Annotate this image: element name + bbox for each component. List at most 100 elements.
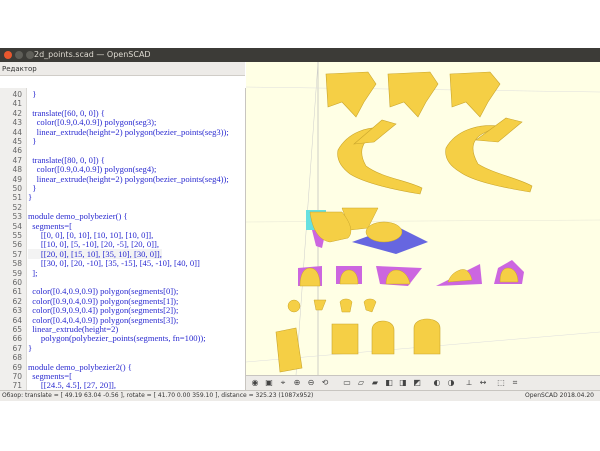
- line-number: 40: [12, 90, 22, 99]
- line-number: 64: [12, 315, 22, 325]
- code-line[interactable]: color([0.4,0.4,0.9]) polygon(segments[3]…: [28, 314, 179, 325]
- line-number: 57: [12, 249, 22, 259]
- small-shape: [363, 298, 377, 313]
- polybezier-shape: [299, 267, 321, 287]
- show-axes-icon[interactable]: ⟂: [466, 378, 472, 387]
- small-shape: [313, 299, 327, 311]
- editor-panel-header: Редактор: [0, 62, 245, 76]
- line-number: 60: [12, 278, 22, 287]
- code-line[interactable]: linear_extrude(height=2) polygon(bezier_…: [28, 173, 229, 184]
- view-bottom-icon[interactable]: ▰: [371, 378, 379, 387]
- viewport-status: Обзор: translate = [ 49.19 63.04 -0.56 ]…: [2, 392, 314, 399]
- zoom-out-icon[interactable]: ⊖: [307, 378, 315, 387]
- show-scale-icon[interactable]: ↔: [479, 378, 487, 387]
- line-number: 56: [12, 240, 22, 250]
- code-line[interactable]: linear_extrude(height=2) polygon(bezier_…: [28, 126, 229, 137]
- code-line[interactable]: color([0.9,0.9,0.4]) polygon(segments[2]…: [28, 305, 179, 316]
- code-line[interactable]: linear_extrude(height=2): [28, 324, 119, 334]
- code-line[interactable]: }: [28, 136, 37, 146]
- status-bar: Обзор: translate = [ 49.19 63.04 -0.56 ]…: [0, 390, 600, 401]
- render-icon[interactable]: ▣: [265, 378, 273, 387]
- small-shape: [339, 298, 353, 313]
- code-line[interactable]: translate([60, 0, 0]) {: [28, 107, 105, 118]
- code-line[interactable]: color([0.9,0.4,0.9]) polygon(seg4);: [28, 164, 157, 175]
- line-number: 68: [12, 353, 22, 363]
- line-number: 66: [12, 334, 22, 344]
- code-line[interactable]: color([0.9,0.4,0.9]) polygon(seg3);: [28, 117, 157, 128]
- line-number-gutter: [0, 88, 27, 390]
- extruded-bezier-shape: [449, 71, 501, 118]
- line-number: 48: [12, 165, 22, 175]
- zoom-in-icon[interactable]: ⊕: [293, 378, 301, 387]
- reset-view-icon[interactable]: ⟲: [321, 378, 329, 387]
- code-line[interactable]: color([0.4,0.9,0.9]) polygon(segments[0]…: [28, 286, 179, 297]
- code-line[interactable]: segments=[: [28, 371, 72, 381]
- 3d-viewport[interactable]: [246, 62, 600, 375]
- code-line[interactable]: polygon(polybezier_points(segments, fn=1…: [28, 333, 206, 344]
- show-edges-icon[interactable]: ⬚: [497, 378, 505, 387]
- code-line[interactable]: [[10, 0], [5, -10], [20, -5], [20, 0]],: [28, 239, 160, 250]
- window-title: 2d_points.scad — OpenSCAD: [34, 50, 151, 59]
- maximize-window-button[interactable]: [26, 51, 34, 59]
- extruded-bezier-shape: [475, 117, 523, 143]
- polybezier-shape: [309, 211, 352, 243]
- line-number: 46: [12, 146, 22, 156]
- orthogonal-icon[interactable]: ◑: [447, 378, 455, 387]
- code-line[interactable]: [[0, 0], [0, 10], [10, 10], [10, 0]],: [28, 230, 154, 240]
- extruded-bezier-shape: [353, 119, 397, 145]
- code-line[interactable]: }: [28, 89, 37, 99]
- line-number: 55: [12, 231, 22, 240]
- polybezier-shape: [499, 267, 519, 283]
- polybezier-shape: [385, 269, 411, 285]
- extruded-block: [371, 320, 395, 355]
- view-front-icon[interactable]: ◨: [399, 378, 407, 387]
- line-number: 47: [12, 155, 22, 165]
- title-bar: 2d_points.scad — OpenSCAD: [0, 48, 600, 62]
- line-number: 42: [12, 108, 22, 118]
- code-line[interactable]: segments=[: [28, 220, 72, 231]
- extruded-block: [275, 327, 303, 373]
- code-line[interactable]: module demo_polybezier() {: [28, 211, 128, 222]
- wireframe-icon[interactable]: ⌗: [512, 378, 518, 387]
- viewport-render: [246, 62, 600, 375]
- line-number: 49: [12, 174, 22, 184]
- code-line[interactable]: module demo_polybezier2() {: [28, 361, 132, 372]
- view-back-icon[interactable]: ◩: [413, 378, 421, 387]
- line-number: 71: [12, 381, 22, 390]
- minimize-window-button[interactable]: [15, 51, 23, 59]
- viewport-toolbar: ◉ ▣ ⌖ ⊕ ⊖ ⟲ ▭ ▱ ▰ ◧ ◨ ◩ ◐ ◑ ⟂ ↔ ⬚ ⌗: [246, 375, 600, 391]
- polybezier-shape: [447, 269, 473, 283]
- line-number: 58: [12, 259, 22, 269]
- close-window-button[interactable]: [4, 51, 12, 59]
- grid-line: [246, 219, 600, 223]
- code-line[interactable]: }: [28, 183, 37, 193]
- line-number: 69: [12, 362, 22, 372]
- view-top-icon[interactable]: ▱: [357, 378, 365, 387]
- code-line[interactable]: ];: [28, 267, 38, 278]
- view-right-icon[interactable]: ▭: [343, 378, 351, 387]
- code-line[interactable]: [[30, 0], [20, -10], [35, -15], [45, -10…: [28, 258, 200, 269]
- code-line[interactable]: translate([80, 0, 0]) {: [28, 154, 105, 165]
- code-line[interactable]: }: [28, 342, 33, 353]
- line-number: 59: [12, 268, 22, 278]
- preview-icon[interactable]: ◉: [251, 378, 259, 387]
- code-line[interactable]: }: [28, 192, 33, 203]
- line-number: 61: [12, 287, 22, 297]
- line-number: 70: [12, 372, 22, 381]
- polybezier-shape: [339, 269, 359, 285]
- line-number: 41: [12, 99, 22, 109]
- view-left-icon[interactable]: ◧: [385, 378, 393, 387]
- line-number: 53: [12, 212, 22, 222]
- code-editor[interactable]: 40 } 41 42 translate([60, 0, 0]) {43 color…: [0, 88, 246, 390]
- code-line[interactable]: [[20, 0], [15, 10], [35, 10], [30, 0]],: [28, 248, 162, 259]
- line-number: 52: [12, 202, 22, 212]
- line-number: 54: [12, 221, 22, 231]
- polybezier-shape: [365, 221, 403, 243]
- code-line[interactable]: [[24.5, 4.5], [27, 20]],: [28, 380, 117, 390]
- perspective-icon[interactable]: ◐: [433, 378, 441, 387]
- code-line[interactable]: color([0.9,0.4,0.9]) polygon(segments[1]…: [28, 295, 179, 306]
- view-all-icon[interactable]: ⌖: [280, 378, 286, 387]
- small-shape: [287, 299, 301, 313]
- extruded-block: [331, 323, 359, 355]
